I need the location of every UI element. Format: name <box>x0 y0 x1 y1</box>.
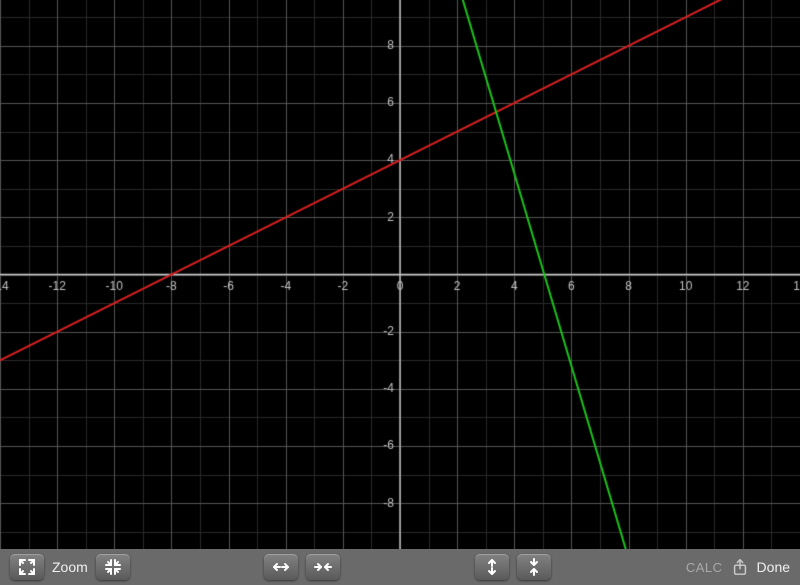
compress-vertical-button[interactable] <box>517 554 551 580</box>
arrows-in-horizontal-icon <box>313 557 333 577</box>
contract-icon <box>103 557 123 577</box>
toolbar: Zoom <box>0 549 800 585</box>
compress-horizontal-button[interactable] <box>306 554 340 580</box>
done-button[interactable]: Done <box>757 559 790 575</box>
stretch-vertical-button[interactable] <box>475 554 509 580</box>
arrows-in-vertical-icon <box>524 557 544 577</box>
zoom-in-contract-button[interactable] <box>96 554 130 580</box>
graph-canvas[interactable] <box>0 0 800 549</box>
arrows-out-vertical-icon <box>482 557 502 577</box>
share-button[interactable] <box>731 558 749 576</box>
zoom-out-expand-button[interactable] <box>10 554 44 580</box>
expand-icon <box>17 557 37 577</box>
arrows-out-horizontal-icon <box>271 557 291 577</box>
calc-label[interactable]: CALC <box>686 560 723 575</box>
share-icon <box>731 558 749 576</box>
zoom-label: Zoom <box>52 559 88 575</box>
stretch-horizontal-button[interactable] <box>264 554 298 580</box>
app-window: { "plot": { "type": "line", "width_px": … <box>0 0 800 585</box>
